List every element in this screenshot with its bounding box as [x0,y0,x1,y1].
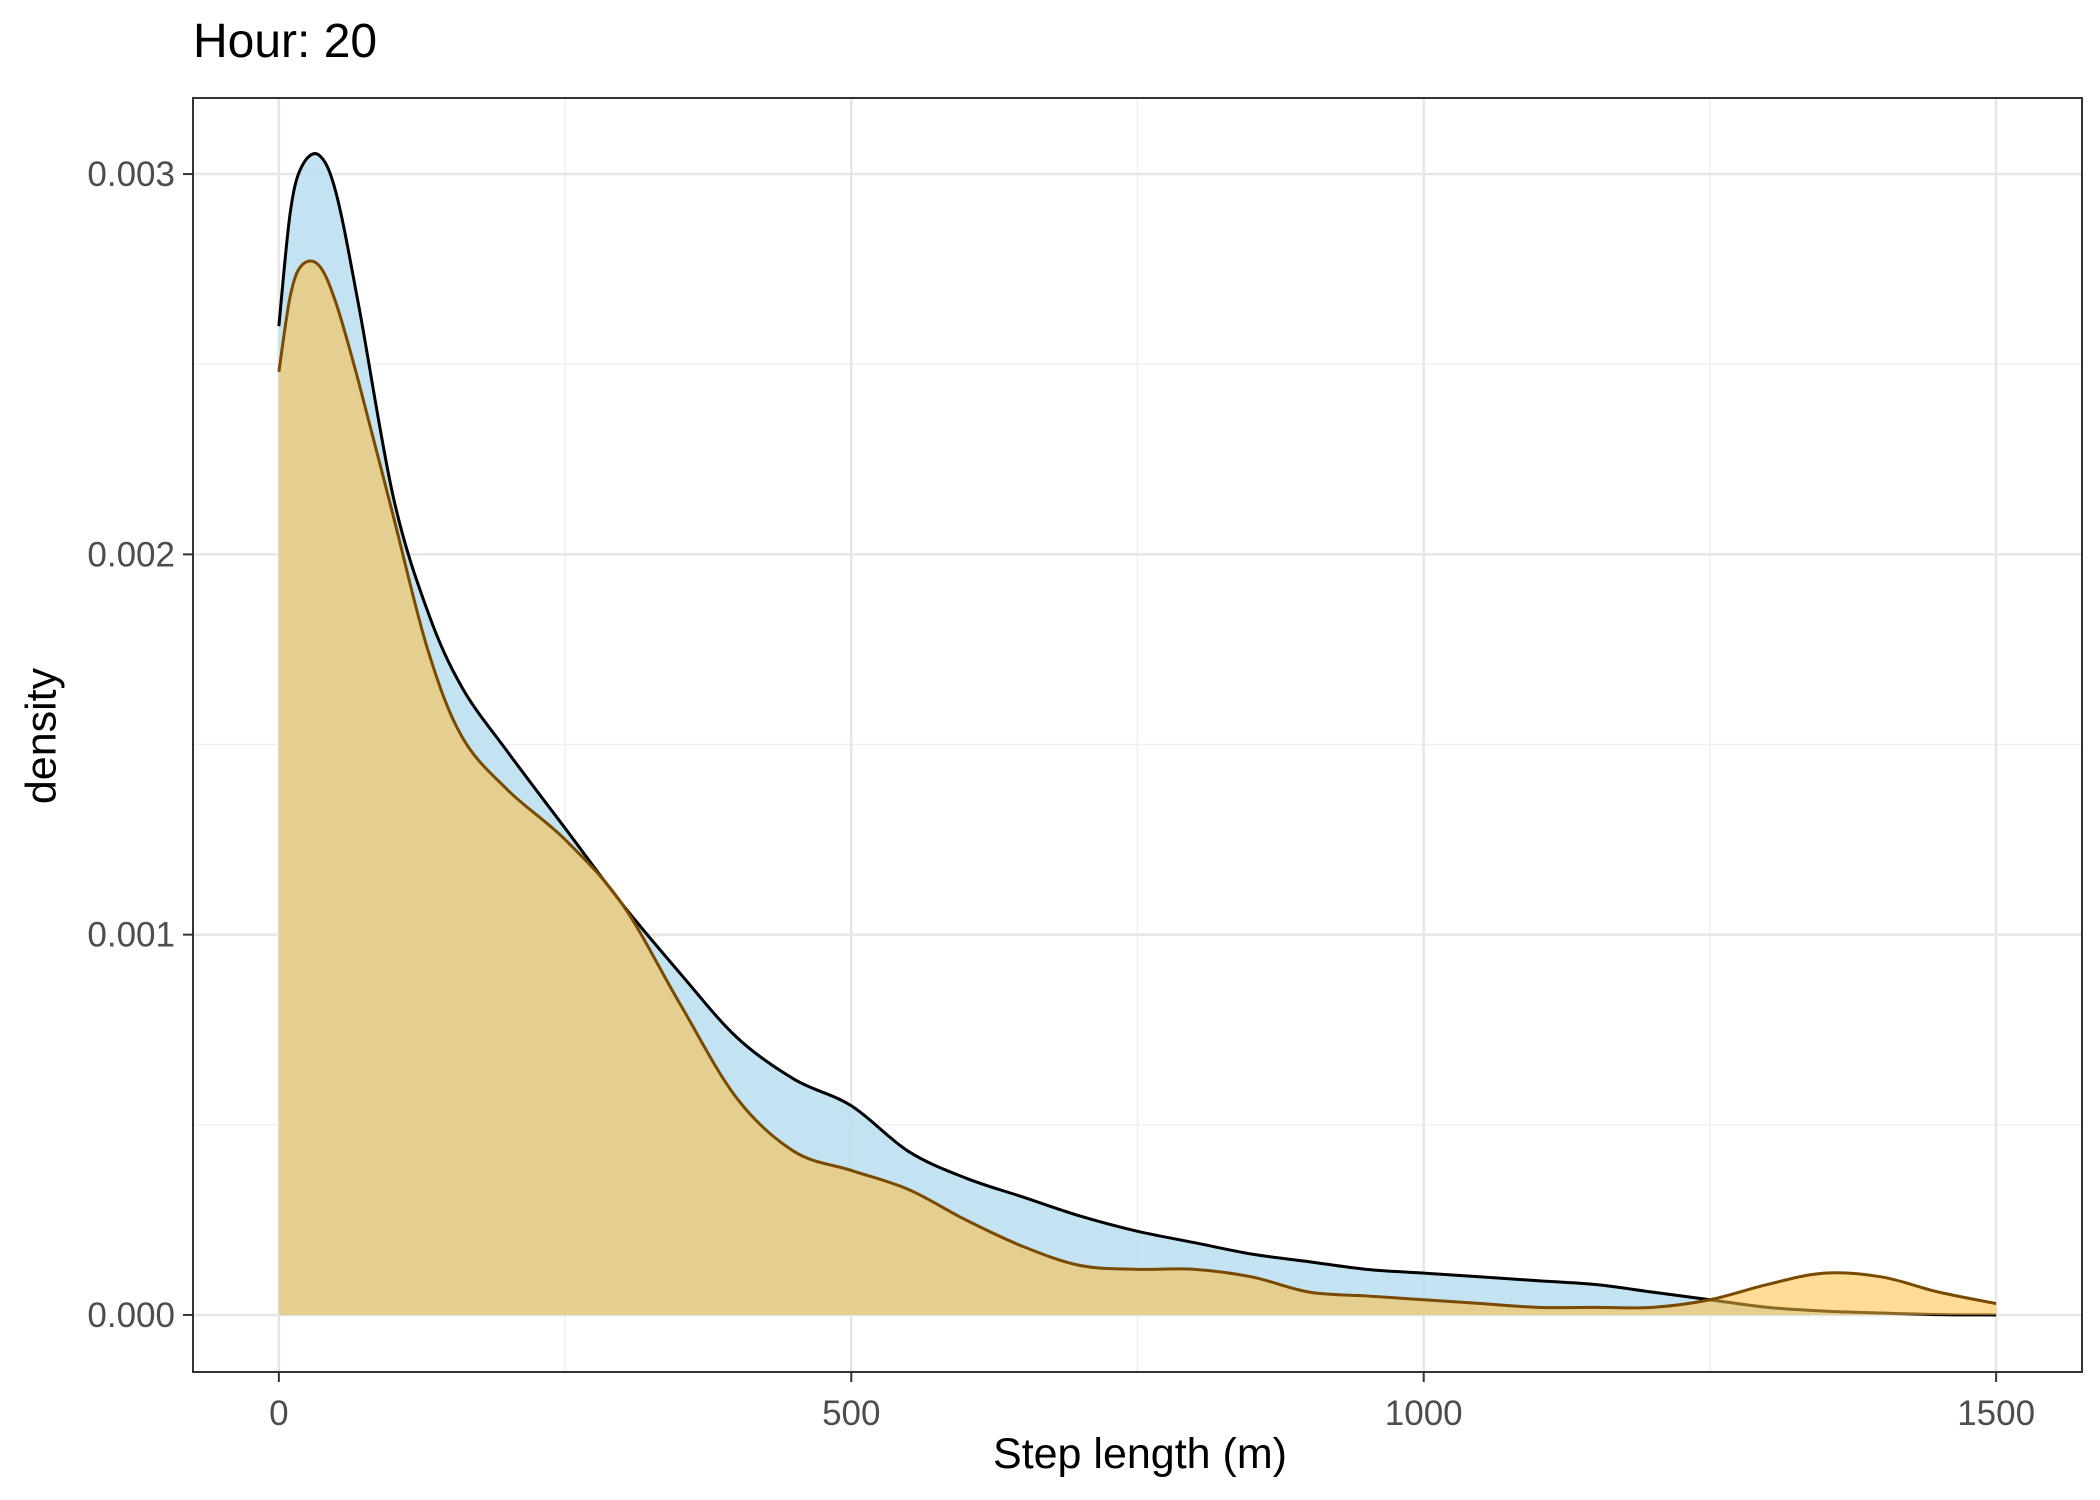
x-tick-label: 500 [822,1394,880,1433]
density-area-2 [278,261,1997,1315]
x-tick-label: 1000 [1385,1394,1463,1433]
panel-border [192,97,2083,1373]
x-tick-label: 1500 [1957,1394,2035,1433]
y-tick-label: 0.002 [87,535,175,574]
x-axis-label: Step length (m) [993,1430,1287,1478]
density-line-1 [277,152,1997,1317]
density-area-1 [278,153,1997,1315]
chart-title: Hour: 20 [193,15,378,68]
y-axis-label: density [17,667,66,805]
density-line-2 [277,259,1997,1310]
x-tick-label: 0 [269,1394,288,1433]
y-tick-label: 0.003 [87,155,175,194]
y-tick-label: 0.001 [87,916,175,955]
y-tick-label: 0.000 [87,1296,175,1335]
